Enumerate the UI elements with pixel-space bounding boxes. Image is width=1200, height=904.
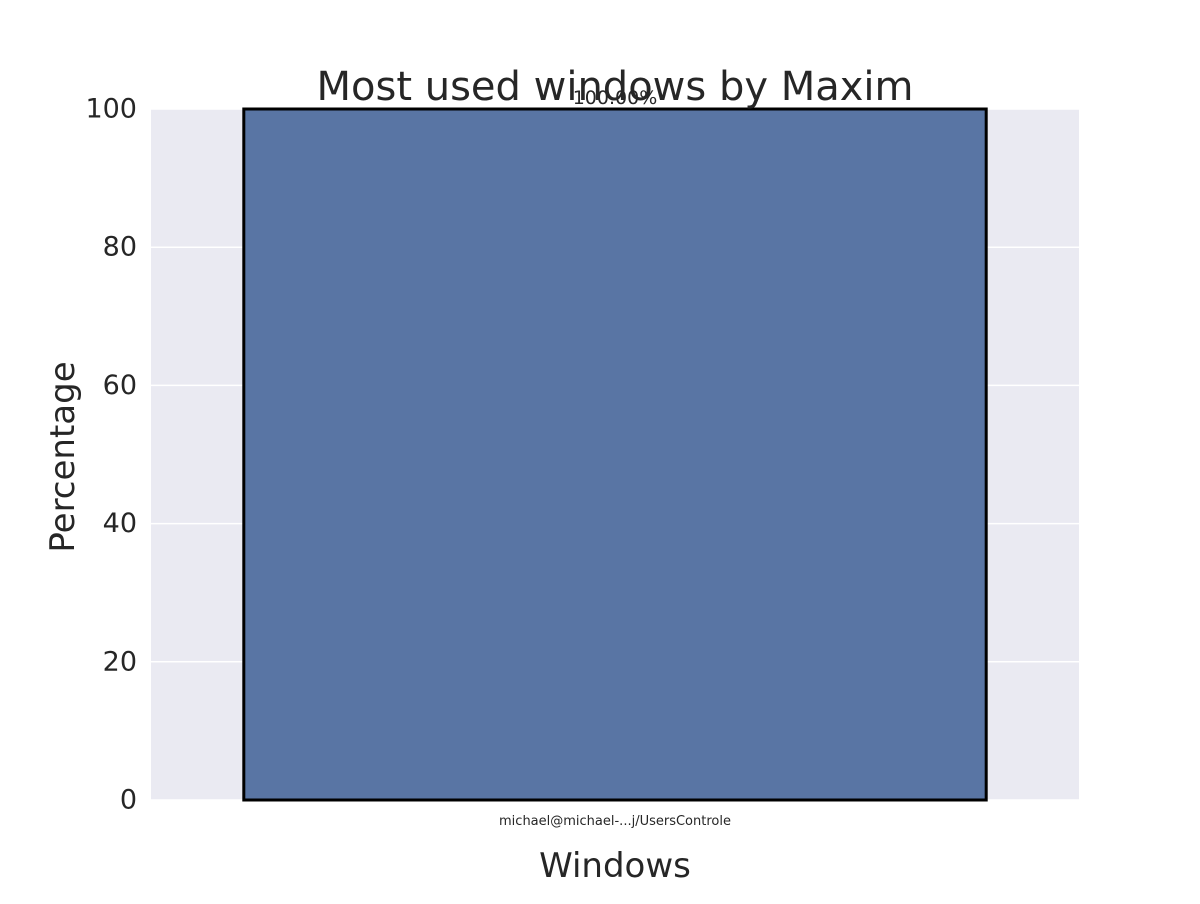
y-tick-label: 20 [103, 646, 137, 677]
y-tick-label: 100 [85, 94, 137, 125]
y-tick-label: 0 [120, 785, 137, 816]
x-axis-ticks: michael@michael-...j/UsersControle [499, 814, 731, 829]
x-axis-label: Windows [539, 846, 691, 886]
y-tick-label: 60 [103, 370, 137, 401]
y-axis-label: Percentage [43, 361, 83, 552]
y-tick-label: 40 [103, 508, 137, 539]
bars [242, 107, 988, 802]
bar-data-labels: 100.00% [573, 87, 658, 109]
y-tick-label: 80 [103, 232, 137, 263]
chart-title: Most used windows by Maxim [317, 64, 914, 110]
bar [242, 107, 988, 802]
x-tick-label: michael@michael-...j/UsersControle [499, 814, 731, 829]
y-axis-ticks: 0 20 40 60 80 100 [85, 94, 137, 816]
bar-data-label: 100.00% [573, 87, 658, 109]
